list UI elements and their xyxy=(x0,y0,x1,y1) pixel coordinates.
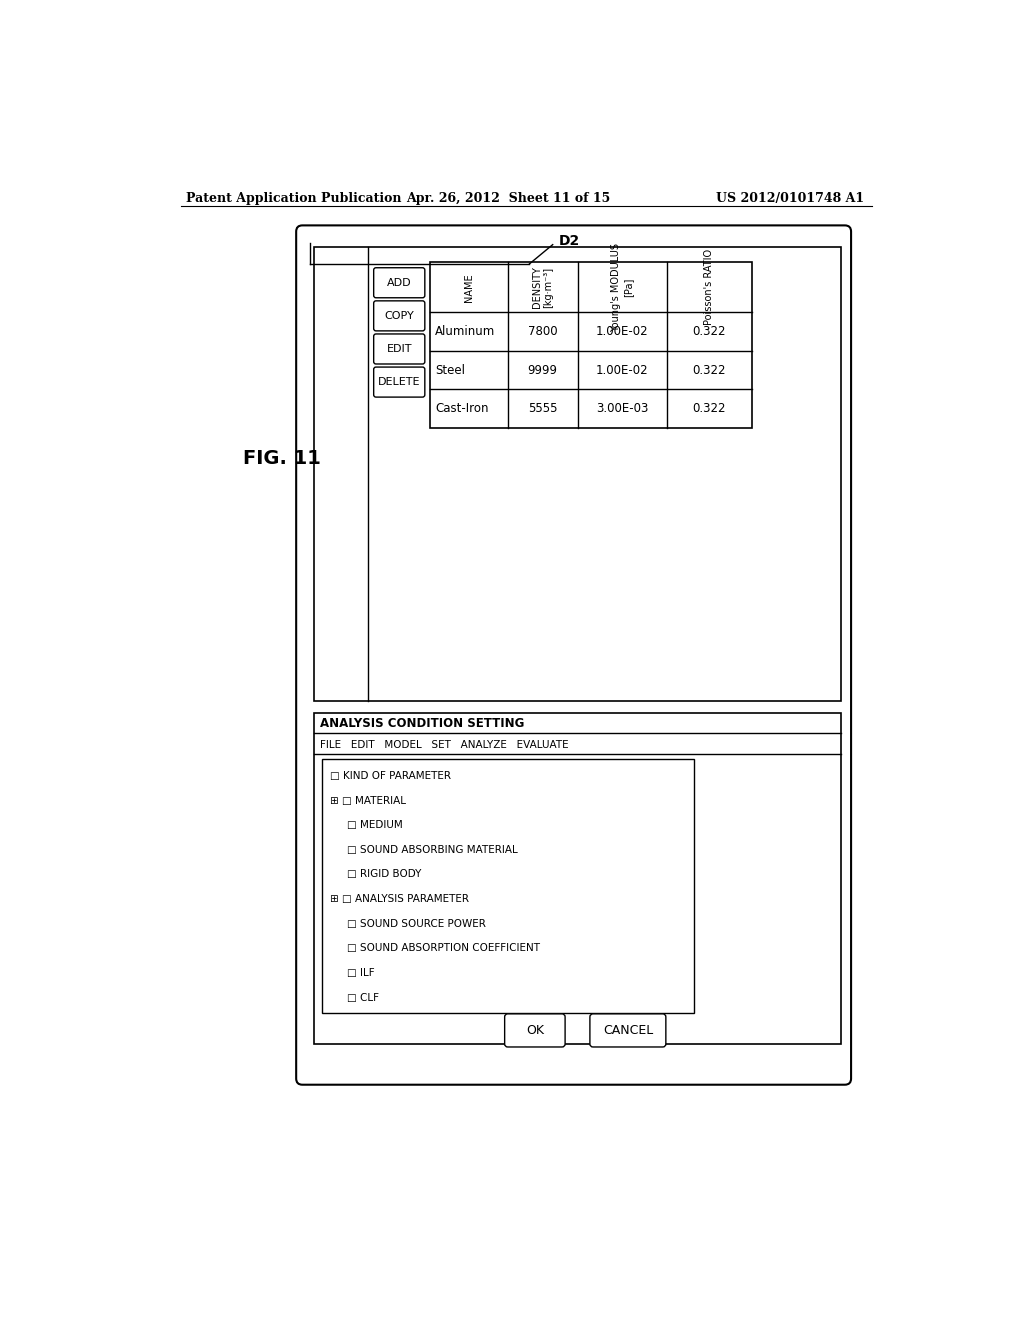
Text: CANCEL: CANCEL xyxy=(603,1024,653,1038)
Text: NAME: NAME xyxy=(464,273,474,302)
Text: D2: D2 xyxy=(559,234,581,248)
Text: COPY: COPY xyxy=(384,312,414,321)
Text: 1.00E-02: 1.00E-02 xyxy=(596,363,648,376)
FancyBboxPatch shape xyxy=(374,268,425,298)
FancyBboxPatch shape xyxy=(505,1014,565,1047)
Text: 3.00E-03: 3.00E-03 xyxy=(596,403,648,416)
Text: EDIT: EDIT xyxy=(386,345,412,354)
Text: □ KIND OF PARAMETER: □ KIND OF PARAMETER xyxy=(330,771,451,781)
FancyBboxPatch shape xyxy=(374,367,425,397)
Text: □ MEDIUM: □ MEDIUM xyxy=(346,820,402,830)
Text: □ SOUND SOURCE POWER: □ SOUND SOURCE POWER xyxy=(346,919,485,929)
Text: □ RIGID BODY: □ RIGID BODY xyxy=(346,870,421,879)
Text: 0.322: 0.322 xyxy=(692,325,726,338)
Text: ⊞ □ MATERIAL: ⊞ □ MATERIAL xyxy=(330,796,406,805)
Bar xyxy=(314,713,841,1044)
Text: □ SOUND ABSORBING MATERIAL: □ SOUND ABSORBING MATERIAL xyxy=(346,845,517,855)
Text: 0.322: 0.322 xyxy=(692,363,726,376)
Text: □ ILF: □ ILF xyxy=(346,968,374,978)
Bar xyxy=(430,263,752,428)
Text: FILE   EDIT   MODEL   SET   ANALYZE   EVALUATE: FILE EDIT MODEL SET ANALYZE EVALUATE xyxy=(321,741,568,750)
Text: DELETE: DELETE xyxy=(378,378,421,387)
Text: Young's MODULUS
[Pa]: Young's MODULUS [Pa] xyxy=(611,243,633,331)
FancyBboxPatch shape xyxy=(374,334,425,364)
Text: OK: OK xyxy=(526,1024,544,1038)
Text: Steel: Steel xyxy=(435,363,465,376)
FancyBboxPatch shape xyxy=(296,226,851,1085)
Text: ⊞ □ ANALYSIS PARAMETER: ⊞ □ ANALYSIS PARAMETER xyxy=(330,894,469,904)
Bar xyxy=(314,247,841,701)
Text: 5555: 5555 xyxy=(528,403,557,416)
Text: Aluminum: Aluminum xyxy=(435,325,496,338)
Text: Apr. 26, 2012  Sheet 11 of 15: Apr. 26, 2012 Sheet 11 of 15 xyxy=(406,191,610,205)
Text: Poisson's RATIO: Poisson's RATIO xyxy=(705,249,715,326)
FancyBboxPatch shape xyxy=(374,301,425,331)
Text: FIG. 11: FIG. 11 xyxy=(243,449,321,469)
Text: Cast-Iron: Cast-Iron xyxy=(435,403,488,416)
Text: □ SOUND ABSORPTION COEFFICIENT: □ SOUND ABSORPTION COEFFICIENT xyxy=(346,944,540,953)
Text: US 2012/0101748 A1: US 2012/0101748 A1 xyxy=(716,191,864,205)
Text: □ CLF: □ CLF xyxy=(346,993,379,1003)
FancyBboxPatch shape xyxy=(590,1014,666,1047)
Text: ANALYSIS CONDITION SETTING: ANALYSIS CONDITION SETTING xyxy=(321,717,524,730)
Text: 9999: 9999 xyxy=(527,363,558,376)
Text: Patent Application Publication: Patent Application Publication xyxy=(186,191,401,205)
Text: 7800: 7800 xyxy=(527,325,557,338)
Text: DENSITY
[kg·m⁻³]: DENSITY [kg·m⁻³] xyxy=(531,267,553,309)
Text: 1.00E-02: 1.00E-02 xyxy=(596,325,648,338)
Bar xyxy=(322,759,693,1014)
Text: 0.322: 0.322 xyxy=(692,403,726,416)
Text: ADD: ADD xyxy=(387,277,412,288)
